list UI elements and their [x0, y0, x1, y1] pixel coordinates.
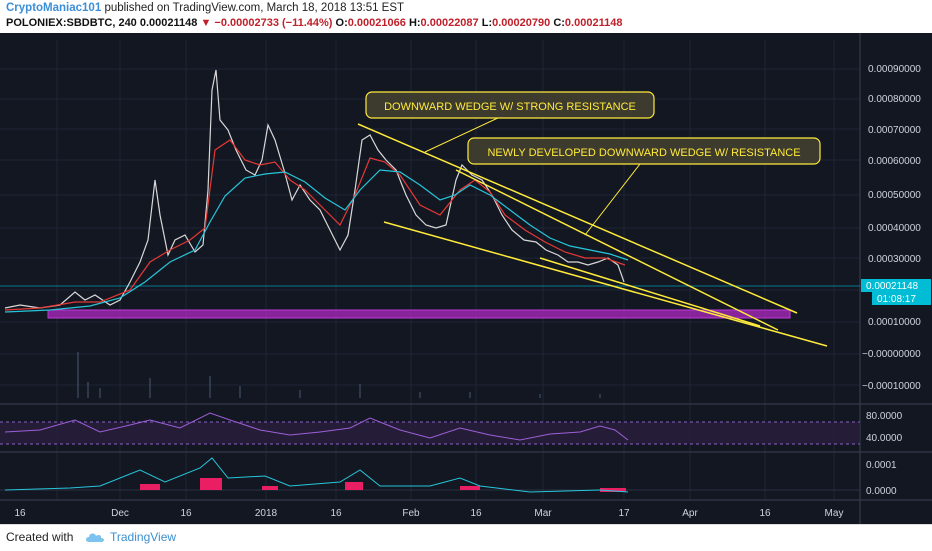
price-tick: −0.00010000 — [862, 381, 921, 392]
price-tick: 0.00040000 — [868, 223, 921, 234]
time-axis[interactable]: 16 Dec 16 2018 16 Feb 16 Mar 17 Apr 16 M… — [14, 508, 843, 519]
time-tick: 16 — [180, 508, 192, 519]
published-text: published on TradingView.com, March 18, … — [104, 2, 405, 14]
tradingview-brand-link[interactable]: TradingView — [110, 530, 177, 544]
volume-bars — [77, 352, 601, 398]
time-tick: 16 — [14, 508, 26, 519]
countdown-badge-text: 01:08:17 — [877, 294, 916, 305]
macd-axis: 0.0001 0.0000 — [866, 460, 897, 497]
inner-wedge-lower-line[interactable] — [539, 257, 761, 327]
time-tick: 16 — [330, 508, 342, 519]
low-value: 0.00020790 — [492, 17, 551, 29]
price-tick: −0.00000000 — [862, 349, 921, 360]
ema-slow — [4, 169, 629, 313]
chart-svg[interactable]: DOWNWARD WEDGE W/ STRONG RESISTANCE NEWL… — [0, 33, 932, 524]
callout1-box[interactable] — [365, 91, 655, 119]
price-tick: 0.00050000 — [868, 190, 921, 201]
macd-line — [4, 457, 629, 493]
macd-histogram — [140, 478, 626, 492]
macd-tick: 0.0000 — [866, 486, 897, 497]
created-with-text: Created with — [6, 530, 74, 544]
rsi-axis: 80.0000 40.0000 — [866, 411, 903, 444]
footer: Created with TradingView — [0, 524, 932, 551]
ema-fast — [4, 139, 626, 311]
wedge-lower-line[interactable] — [383, 221, 828, 347]
open-value: 0.00021066 — [347, 17, 406, 29]
low-label: L: — [481, 17, 493, 29]
callout2-pointer — [584, 163, 641, 236]
rsi-series — [4, 412, 629, 441]
high-label: H: — [408, 17, 421, 29]
wedge-upper-line[interactable] — [357, 123, 798, 314]
publish-line: CryptoManiac101 published on TradingView… — [6, 2, 404, 14]
time-tick: May — [825, 508, 844, 519]
time-tick: 2018 — [255, 508, 278, 519]
chart-area[interactable]: DOWNWARD WEDGE W/ STRONG RESISTANCE NEWL… — [0, 33, 932, 524]
support-band[interactable] — [47, 309, 791, 319]
symbol-label: POLONIEX:SBDBTC, 240 — [6, 17, 137, 29]
rsi-band — [0, 422, 860, 444]
price-tick: 0.00010000 — [868, 317, 921, 328]
callout2-text: NEWLY DEVELOPED DOWNWARD WEDGE W/ RESIST… — [487, 147, 800, 159]
symbol-line: POLONIEX:SBDBTC, 240 0.00021148 ▼ −0.000… — [6, 17, 622, 29]
time-tick: Apr — [682, 508, 698, 519]
time-tick: Feb — [402, 508, 420, 519]
price-tick: 0.00030000 — [868, 254, 921, 265]
inner-wedge-upper-line[interactable] — [455, 169, 779, 331]
price-tick: 0.00080000 — [868, 94, 921, 105]
time-tick: Mar — [534, 508, 552, 519]
callout1-pointer — [424, 116, 501, 153]
macd-tick: 0.0001 — [866, 460, 897, 471]
price-badge — [861, 279, 931, 292]
chart-header: CryptoManiac101 published on TradingView… — [0, 0, 932, 32]
time-tick: 16 — [470, 508, 482, 519]
callout2-box[interactable] — [467, 137, 821, 165]
down-arrow-icon: ▼ — [200, 17, 212, 29]
price-tick: 0.00070000 — [868, 125, 921, 136]
time-tick: 17 — [618, 508, 630, 519]
price-tick: 0.00090000 — [868, 64, 921, 75]
price-badge-text: 0.00021148 — [866, 281, 919, 292]
price-axis[interactable]: 0.00090000 0.00080000 0.00070000 0.00060… — [862, 64, 921, 392]
rsi-tick: 80.0000 — [866, 411, 903, 422]
high-value: 0.00022087 — [420, 17, 479, 29]
close-value: 0.00021148 — [564, 17, 623, 29]
close-label: C: — [553, 17, 565, 29]
tradingview-cloud-icon[interactable] — [84, 529, 106, 550]
time-tick: 16 — [759, 508, 771, 519]
open-label: O: — [335, 17, 348, 29]
time-tick: Dec — [111, 508, 129, 519]
rsi-tick: 40.0000 — [866, 433, 903, 444]
author-link[interactable]: CryptoManiac101 — [6, 2, 102, 14]
last-price: 0.00021148 — [139, 17, 198, 29]
price-change: −0.00002733 (−11.44%) — [214, 17, 333, 29]
countdown-badge — [872, 292, 931, 305]
price-tick: 0.00060000 — [868, 156, 921, 167]
callout1-text: DOWNWARD WEDGE W/ STRONG RESISTANCE — [384, 101, 636, 113]
price-series — [4, 69, 625, 309]
wedge-lines[interactable] — [357, 123, 828, 347]
